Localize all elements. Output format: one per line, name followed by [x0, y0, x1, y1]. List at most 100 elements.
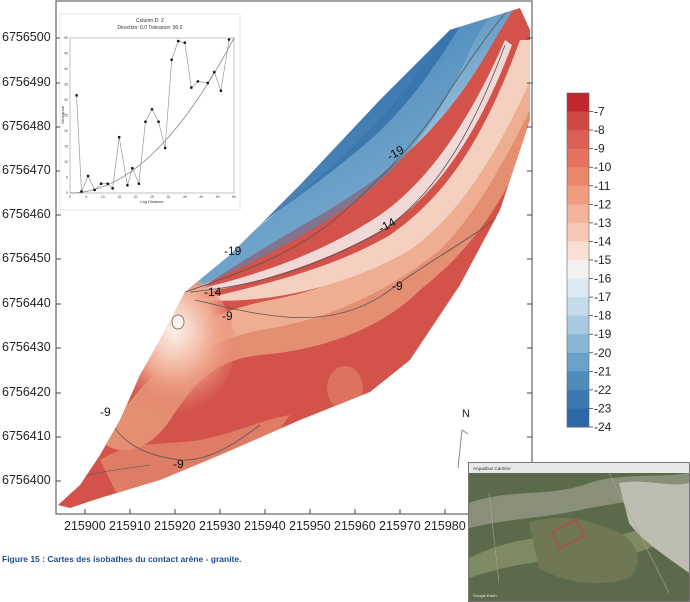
variogram-y-tick: 50 — [64, 36, 68, 40]
variogram-y-tick: 30 — [64, 98, 68, 102]
variogram-y-tick: 35 — [64, 83, 68, 87]
y-tick-label: 6756470 — [2, 163, 51, 177]
variogram-y-tick: 15 — [64, 145, 68, 149]
variogram-y-tick: 20 — [64, 129, 68, 133]
svg-text:Variogram: Variogram — [60, 105, 65, 124]
legend-label: -17 — [594, 290, 612, 304]
legend-swatch — [567, 297, 589, 317]
y-tick-label: 6756440 — [2, 296, 51, 310]
variogram-point — [106, 182, 110, 185]
variogram-point — [111, 187, 114, 190]
variogram-x-tick: 40 — [199, 195, 203, 199]
variogram-line — [76, 39, 230, 192]
variogram-point — [219, 89, 223, 92]
variogram-point — [126, 183, 129, 187]
map-frame — [55, 0, 533, 515]
variogram-x-tick: 15 — [117, 195, 121, 199]
legend-swatch — [567, 334, 589, 354]
y-tick-label: 6756430 — [2, 340, 51, 354]
legend-swatch — [567, 148, 589, 168]
svg-text:Lag Distance: Lag Distance — [140, 199, 164, 204]
legend-swatch — [567, 408, 589, 428]
legend-label: -9 — [594, 142, 605, 156]
svg-text:Column D: Z: Column D: Z — [136, 18, 164, 24]
variogram-y-tick: 10 — [64, 160, 68, 164]
variogram-point — [99, 182, 103, 185]
variogram-x-tick: 25 — [150, 195, 154, 199]
contour-label: -9 — [222, 309, 233, 323]
variogram-x-tick: 0 — [69, 195, 71, 199]
y-tick-label: 6756410 — [2, 429, 51, 443]
legend-swatch — [567, 278, 589, 298]
legend-label: -15 — [594, 253, 612, 267]
variogram-point — [213, 70, 216, 74]
x-tick-label: 215940 — [244, 519, 286, 533]
variogram-x-tick: 20 — [134, 195, 138, 199]
variogram-point — [183, 41, 187, 44]
variogram-point — [117, 135, 121, 139]
contour-label: -9 — [100, 405, 111, 419]
legend-swatch — [567, 130, 589, 150]
legend-swatch — [567, 167, 589, 187]
legend-swatch — [567, 241, 589, 261]
variogram-inset: Column D: Z Direction: 0.0 Tolerance: 90… — [59, 13, 241, 211]
variogram-y-tick: 25 — [64, 114, 68, 118]
variogram-y-tick: 40 — [64, 67, 68, 71]
legend-swatch — [567, 352, 589, 372]
variogram-x-tick: 5 — [85, 195, 87, 199]
x-tick-label: 215950 — [289, 519, 331, 533]
variogram-point — [93, 188, 96, 192]
x-tick-label: 215930 — [199, 519, 241, 533]
satellite-inset: Arquaibus Carrière Google Earth — [468, 462, 690, 602]
variogram-x-tick: 30 — [166, 195, 170, 199]
legend-swatch — [567, 315, 589, 335]
legend-swatch — [567, 222, 589, 242]
variogram-y-tick: 45 — [64, 52, 68, 56]
x-tick-label: 215920 — [154, 519, 196, 533]
x-tick-label: 215960 — [334, 519, 376, 533]
variogram-x-tick: 10 — [101, 195, 105, 199]
contour-label: -19 — [224, 244, 242, 258]
y-tick-label: 6756490 — [2, 75, 51, 89]
inset-title: Arquaibus Carrière — [473, 466, 511, 471]
legend-label: -18 — [594, 309, 612, 323]
inset-footer: Google Earth — [473, 593, 497, 598]
variogram-point — [227, 38, 231, 41]
x-tick-label: 215970 — [379, 519, 421, 533]
legend-label: -10 — [594, 160, 612, 174]
legend-label: -24 — [594, 420, 612, 434]
variogram-y-tick: 0 — [66, 191, 68, 195]
legend-label: -8 — [594, 123, 605, 137]
legend-label: -23 — [594, 401, 612, 415]
variogram-point — [75, 94, 78, 97]
variogram-point — [80, 190, 83, 193]
legend-label: -11 — [594, 179, 611, 193]
y-tick-label: 6756460 — [2, 207, 51, 221]
variogram-y-tick: 5 — [66, 176, 68, 180]
variogram-point — [144, 120, 147, 123]
y-tick-label: 6756500 — [2, 30, 51, 44]
variogram-point — [196, 80, 200, 83]
variogram-point — [86, 174, 90, 178]
variogram-point — [190, 86, 193, 89]
legend-label: -13 — [594, 216, 612, 230]
legend-label: -14 — [594, 234, 612, 248]
y-tick-label: 6756450 — [2, 251, 51, 265]
contour-label: -9 — [173, 457, 184, 471]
legend-swatch — [567, 93, 589, 113]
variogram-point — [170, 58, 173, 61]
legend-swatch — [567, 204, 589, 224]
legend-swatch — [567, 389, 589, 409]
variogram-point — [137, 182, 141, 185]
figure-caption: Figure 15 : Cartes des isobathes du cont… — [2, 554, 242, 564]
variogram-point — [163, 146, 167, 150]
variogram-point — [206, 81, 210, 85]
legend-swatch — [567, 185, 589, 205]
legend-label: -16 — [594, 272, 612, 286]
legend-label: -21 — [594, 364, 612, 378]
legend-label: -20 — [594, 346, 612, 360]
x-tick-label: 215910 — [109, 519, 151, 533]
variogram-point — [131, 166, 134, 170]
north-label: N — [462, 408, 470, 420]
